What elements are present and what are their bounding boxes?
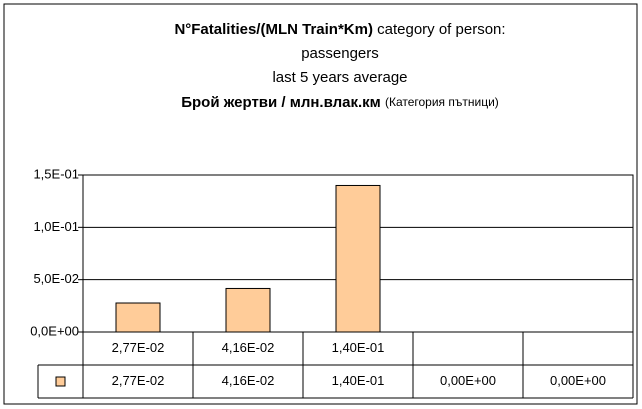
- value-label: 0,00E+00: [440, 373, 496, 388]
- title-part: category of person:: [377, 21, 505, 38]
- x-tick-label: 2,77E-02: [112, 340, 165, 355]
- chart-title: last 5 years average: [272, 69, 407, 86]
- title-part: (Категория пътници): [385, 95, 499, 109]
- bar: [225, 287, 271, 333]
- y-tick-label: 1,5E-01: [33, 166, 79, 181]
- value-label: 2,77E-02: [112, 373, 165, 388]
- bar: [335, 184, 381, 333]
- x-tick-label: 1,40E-01: [332, 340, 385, 355]
- x-tick-label: 4,16E-02: [222, 340, 275, 355]
- y-tick-label: 1,0E-01: [33, 219, 79, 234]
- y-tick-label: 0,0E+00: [30, 323, 79, 338]
- value-label: 0,00E+00: [550, 373, 606, 388]
- value-label: 4,16E-02: [222, 373, 275, 388]
- bar: [115, 302, 161, 333]
- chart-title: passengers: [301, 45, 379, 62]
- chart-title: N°Fatalities/(MLN Train*Km) category of …: [174, 21, 505, 38]
- chart-title: Брой жертви / млн.влак.км (Категория път…: [181, 94, 499, 111]
- title-part: N°Fatalities/(MLN Train*Km): [174, 21, 373, 38]
- value-label: 1,40E-01: [332, 373, 385, 388]
- legend-key: [55, 376, 66, 387]
- title-part: Брой жертви / млн.влак.км: [181, 94, 381, 111]
- chart-frame: [3, 3, 638, 405]
- y-tick-label: 5,0E-02: [33, 271, 79, 286]
